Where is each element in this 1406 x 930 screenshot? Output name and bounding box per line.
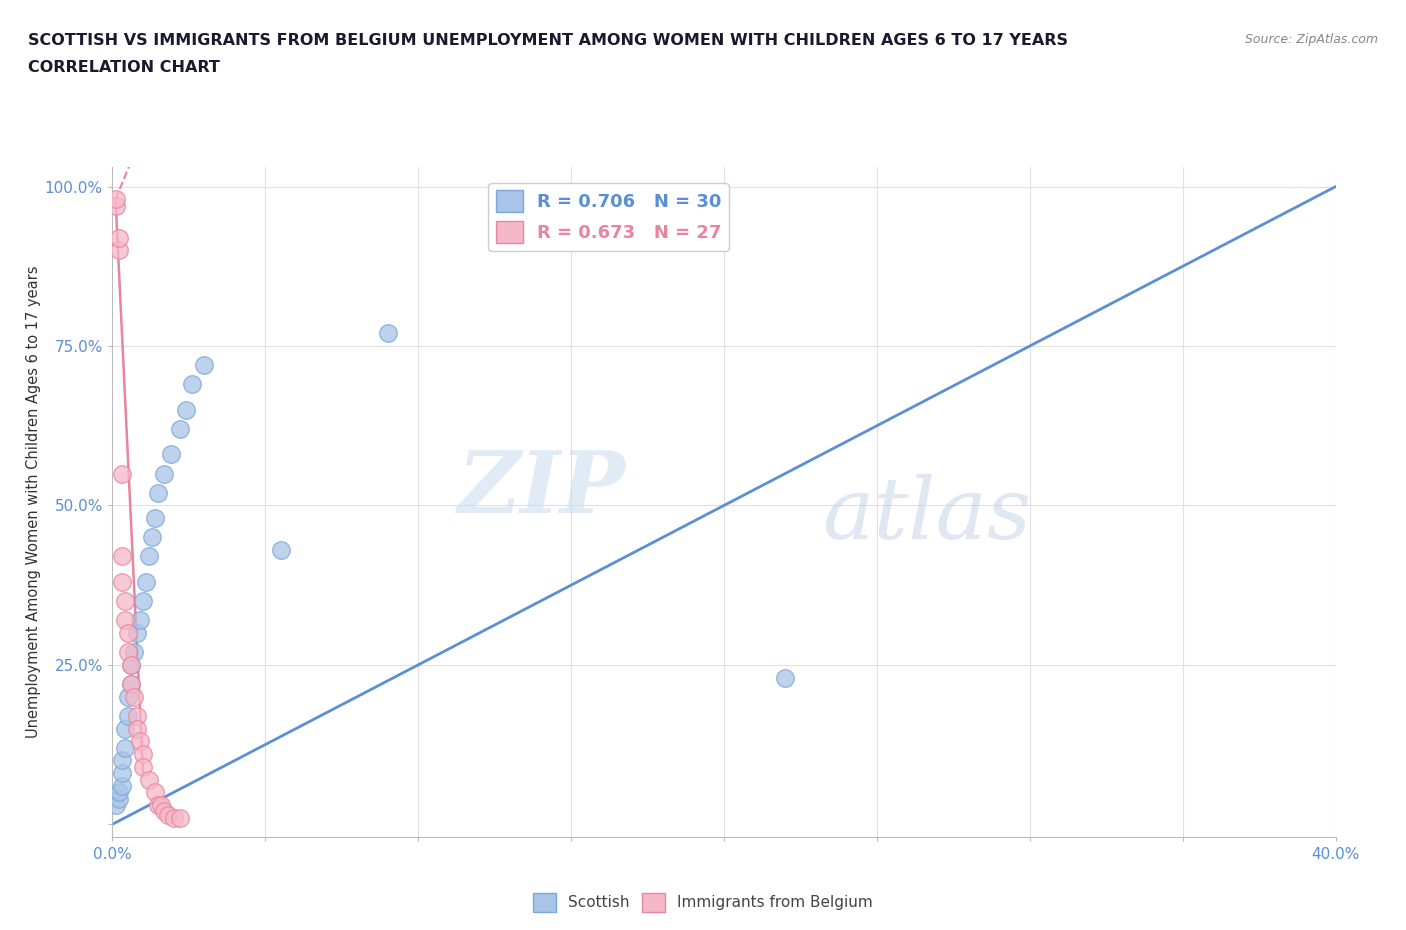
Point — [117, 689, 139, 704]
Point — [111, 549, 134, 564]
Point — [169, 421, 191, 436]
Point — [120, 658, 142, 672]
Point — [138, 772, 160, 787]
Legend: Scottish, Immigrants from Belgium: Scottish, Immigrants from Belgium — [527, 887, 879, 918]
Point — [122, 689, 145, 704]
Point — [120, 676, 142, 691]
Point — [153, 466, 176, 481]
Text: SCOTTISH VS IMMIGRANTS FROM BELGIUM UNEMPLOYMENT AMONG WOMEN WITH CHILDREN AGES : SCOTTISH VS IMMIGRANTS FROM BELGIUM UNEM… — [28, 33, 1069, 47]
Point — [377, 326, 399, 340]
Point — [107, 791, 129, 806]
Point — [135, 575, 157, 590]
Text: atlas: atlas — [823, 474, 1031, 557]
Point — [111, 753, 134, 768]
Point — [117, 709, 139, 724]
Point — [114, 721, 136, 736]
Point — [104, 798, 127, 813]
Point — [104, 198, 127, 213]
Point — [129, 734, 152, 749]
Point — [111, 778, 134, 793]
Point — [132, 593, 155, 608]
Point — [125, 721, 148, 736]
Point — [156, 807, 179, 822]
Legend: R = 0.706   N = 30, R = 0.673   N = 27: R = 0.706 N = 30, R = 0.673 N = 27 — [488, 183, 728, 251]
Point — [125, 626, 148, 641]
Point — [132, 747, 155, 762]
Point — [163, 810, 186, 825]
Point — [107, 230, 129, 245]
Point — [143, 785, 166, 800]
Point — [159, 447, 181, 462]
Point — [132, 760, 155, 775]
Text: ZIP: ZIP — [458, 447, 626, 530]
Point — [143, 511, 166, 525]
Point — [120, 676, 142, 691]
Point — [775, 671, 797, 685]
Point — [125, 709, 148, 724]
Point — [193, 358, 215, 373]
Point — [174, 403, 197, 418]
Point — [107, 785, 129, 800]
Point — [138, 549, 160, 564]
Point — [111, 765, 134, 780]
Text: Source: ZipAtlas.com: Source: ZipAtlas.com — [1244, 33, 1378, 46]
Point — [107, 243, 129, 258]
Point — [169, 810, 191, 825]
Point — [120, 658, 142, 672]
Point — [153, 804, 176, 819]
Point — [122, 644, 145, 659]
Text: CORRELATION CHART: CORRELATION CHART — [28, 60, 219, 75]
Point — [117, 626, 139, 641]
Point — [148, 485, 170, 500]
Point — [111, 575, 134, 590]
Point — [111, 466, 134, 481]
Point — [114, 593, 136, 608]
Point — [141, 530, 163, 545]
Point — [150, 798, 173, 813]
Point — [181, 377, 204, 392]
Point — [117, 644, 139, 659]
Point — [148, 798, 170, 813]
Point — [114, 740, 136, 755]
Y-axis label: Unemployment Among Women with Children Ages 6 to 17 years: Unemployment Among Women with Children A… — [27, 266, 41, 738]
Point — [270, 542, 292, 557]
Point — [104, 192, 127, 206]
Point — [114, 613, 136, 628]
Point — [129, 613, 152, 628]
